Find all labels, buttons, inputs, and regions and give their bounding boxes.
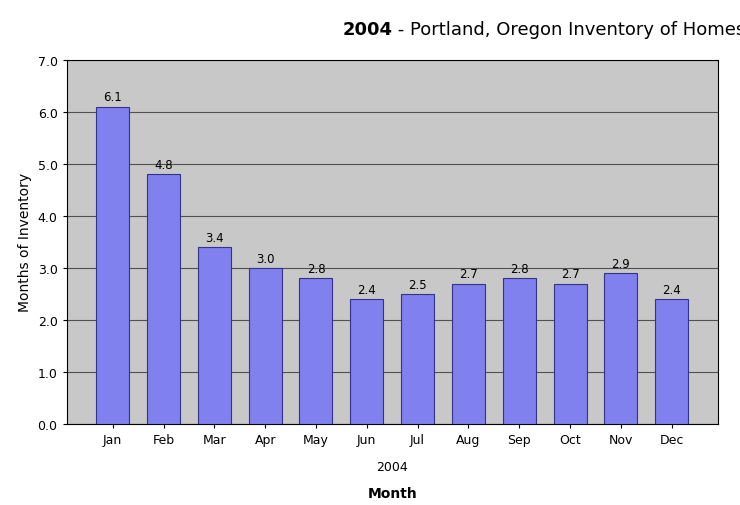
Bar [401,294,434,424]
Text: 4.8: 4.8 [154,159,173,172]
Bar [605,274,637,424]
Text: 2.4: 2.4 [662,283,681,296]
Text: - Portland, Oregon Inventory of Homes For Sale: - Portland, Oregon Inventory of Homes Fo… [392,21,740,39]
Text: 2.7: 2.7 [561,268,579,281]
Text: 2004: 2004 [377,461,408,474]
Bar [198,247,231,424]
Bar [350,299,383,424]
Text: 2.9: 2.9 [611,258,630,271]
Text: Month: Month [367,486,417,500]
Bar [96,108,130,424]
Bar [554,284,587,424]
Text: 2004: 2004 [342,21,392,39]
Text: 2.5: 2.5 [408,278,427,291]
Text: 2.7: 2.7 [459,268,478,281]
Text: 3.0: 3.0 [256,252,275,265]
Bar [452,284,485,424]
Bar [502,279,536,424]
Text: 6.1: 6.1 [104,91,122,104]
Bar [147,175,180,424]
Bar [655,299,688,424]
Text: 3.4: 3.4 [205,231,223,244]
Bar [300,279,332,424]
Y-axis label: Months of Inventory: Months of Inventory [18,173,32,312]
Bar [249,268,282,424]
Text: 2.4: 2.4 [357,283,376,296]
Text: 2.8: 2.8 [306,263,326,276]
Text: 2.8: 2.8 [510,263,528,276]
